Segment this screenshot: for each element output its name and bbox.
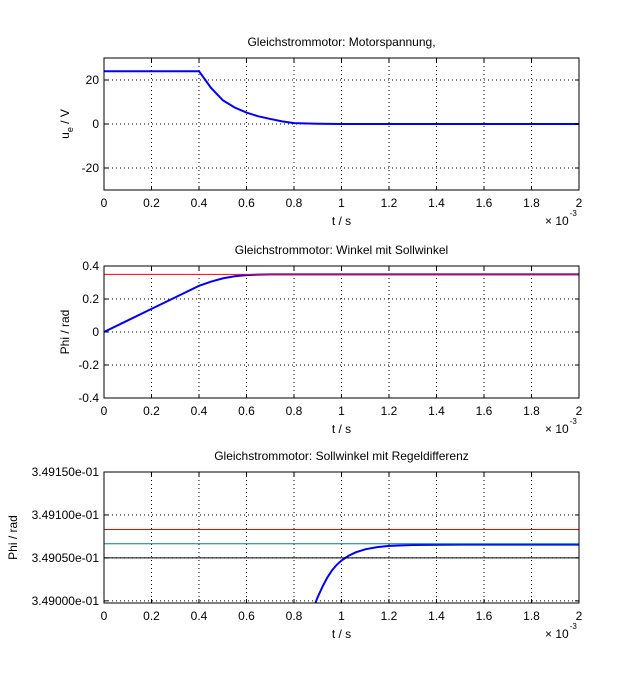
x-tick-label: 1.8 (523, 404, 540, 418)
x-tick-label: 1.2 (381, 609, 398, 623)
x-tick-label: 0.8 (286, 609, 303, 623)
x-tick-label: 1.8 (523, 609, 540, 623)
x-multiplier: × 10-3 (545, 417, 577, 436)
y-tick-label: 0.2 (82, 292, 99, 306)
x-tick-label: 1 (338, 196, 345, 210)
x-tick-label: 1.2 (381, 196, 398, 210)
y-tick-label: 0.4 (82, 259, 99, 273)
y-tick-label: 20 (86, 73, 100, 87)
chart-title: Gleichstrommotor: Motorspannung, (247, 35, 435, 49)
y-tick-label: -0.2 (78, 358, 99, 372)
x-tick-label: 2 (576, 609, 583, 623)
x-axis-label: t / s (332, 627, 351, 641)
chart-title: Gleichstrommotor: Sollwinkel mit Regeldi… (214, 449, 469, 463)
x-tick-label: 1.2 (381, 404, 398, 418)
series-line-1 (104, 70, 579, 125)
x-tick-label: 0 (101, 609, 108, 623)
x-tick-label: 1.4 (428, 609, 445, 623)
x-tick-label: 0.2 (143, 609, 160, 623)
plot-area (104, 472, 579, 603)
x-tick-label: 0.8 (286, 404, 303, 418)
x-tick-label: 0.4 (191, 196, 208, 210)
x-tick-label: 0.8 (286, 196, 303, 210)
x-tick-label: 0.4 (191, 609, 208, 623)
x-multiplier: × 10-3 (545, 209, 577, 228)
x-tick-label: 1.6 (476, 196, 493, 210)
y-tick-label: 0 (92, 325, 99, 339)
series-group (104, 529, 579, 603)
x-tick-label: 0.6 (238, 609, 255, 623)
x-tick-label: 2 (576, 196, 583, 210)
x-tick-label: 0.4 (191, 404, 208, 418)
y-tick-label: 3.49150e-01 (32, 465, 100, 479)
x-axis-label: t / s (332, 214, 351, 228)
x-tick-label: 0.6 (238, 404, 255, 418)
x-tick-label: 0 (101, 196, 108, 210)
chart-2: 0 0.2 0.4 0.6 0.8 1 1.2 1.4 1.6 1.8 2 -0.4 -0.2 0 0.2 0… (58, 243, 583, 436)
chart-3: 0 0.2 0.4 0.6 0.8 1 1.2 1.4 1.6 1.8 2 3.49000e-01 3.… (6, 449, 583, 641)
chart-1: 0 0.2 0.4 0.6 0.8 1 1.2 1.4 1.6 1.8 2 -20 0 20 Gleichs… (58, 35, 583, 228)
x-tick-label: 1.6 (476, 404, 493, 418)
series-group (104, 273, 579, 333)
plot-area (104, 266, 579, 398)
y-axis-label: Phi / rad (58, 310, 72, 355)
x-tick-label: 1.6 (476, 609, 493, 623)
x-axis-label: t / s (332, 422, 351, 436)
y-axis-label: ue / V (58, 109, 75, 139)
x-tick-label: 1.4 (428, 404, 445, 418)
y-tick-label: 3.49100e-01 (32, 508, 100, 522)
y-tick-label: -20 (82, 161, 100, 175)
y-tick-label: 3.49050e-01 (32, 551, 100, 565)
x-tick-label: 2 (576, 404, 583, 418)
y-tick-label: -0.4 (78, 391, 99, 405)
x-tick-label: 0.6 (238, 196, 255, 210)
x-tick-label: 0.2 (143, 196, 160, 210)
y-axis-label: Phi / rad (6, 515, 20, 560)
y-tick-label: 3.49000e-01 (32, 594, 100, 608)
chart-title: Gleichstrommotor: Winkel mit Sollwinkel (235, 243, 448, 257)
x-tick-label: 1.8 (523, 196, 540, 210)
series-line-1 (314, 543, 579, 603)
x-tick-label: 0.2 (143, 404, 160, 418)
x-tick-label: 1 (338, 404, 345, 418)
y-tick-label: 0 (92, 117, 99, 131)
x-tick-label: 0 (101, 404, 108, 418)
series-group (104, 70, 579, 125)
x-multiplier: × 10-3 (545, 622, 577, 641)
x-tick-label: 1 (338, 609, 345, 623)
x-tick-label: 1.4 (428, 196, 445, 210)
